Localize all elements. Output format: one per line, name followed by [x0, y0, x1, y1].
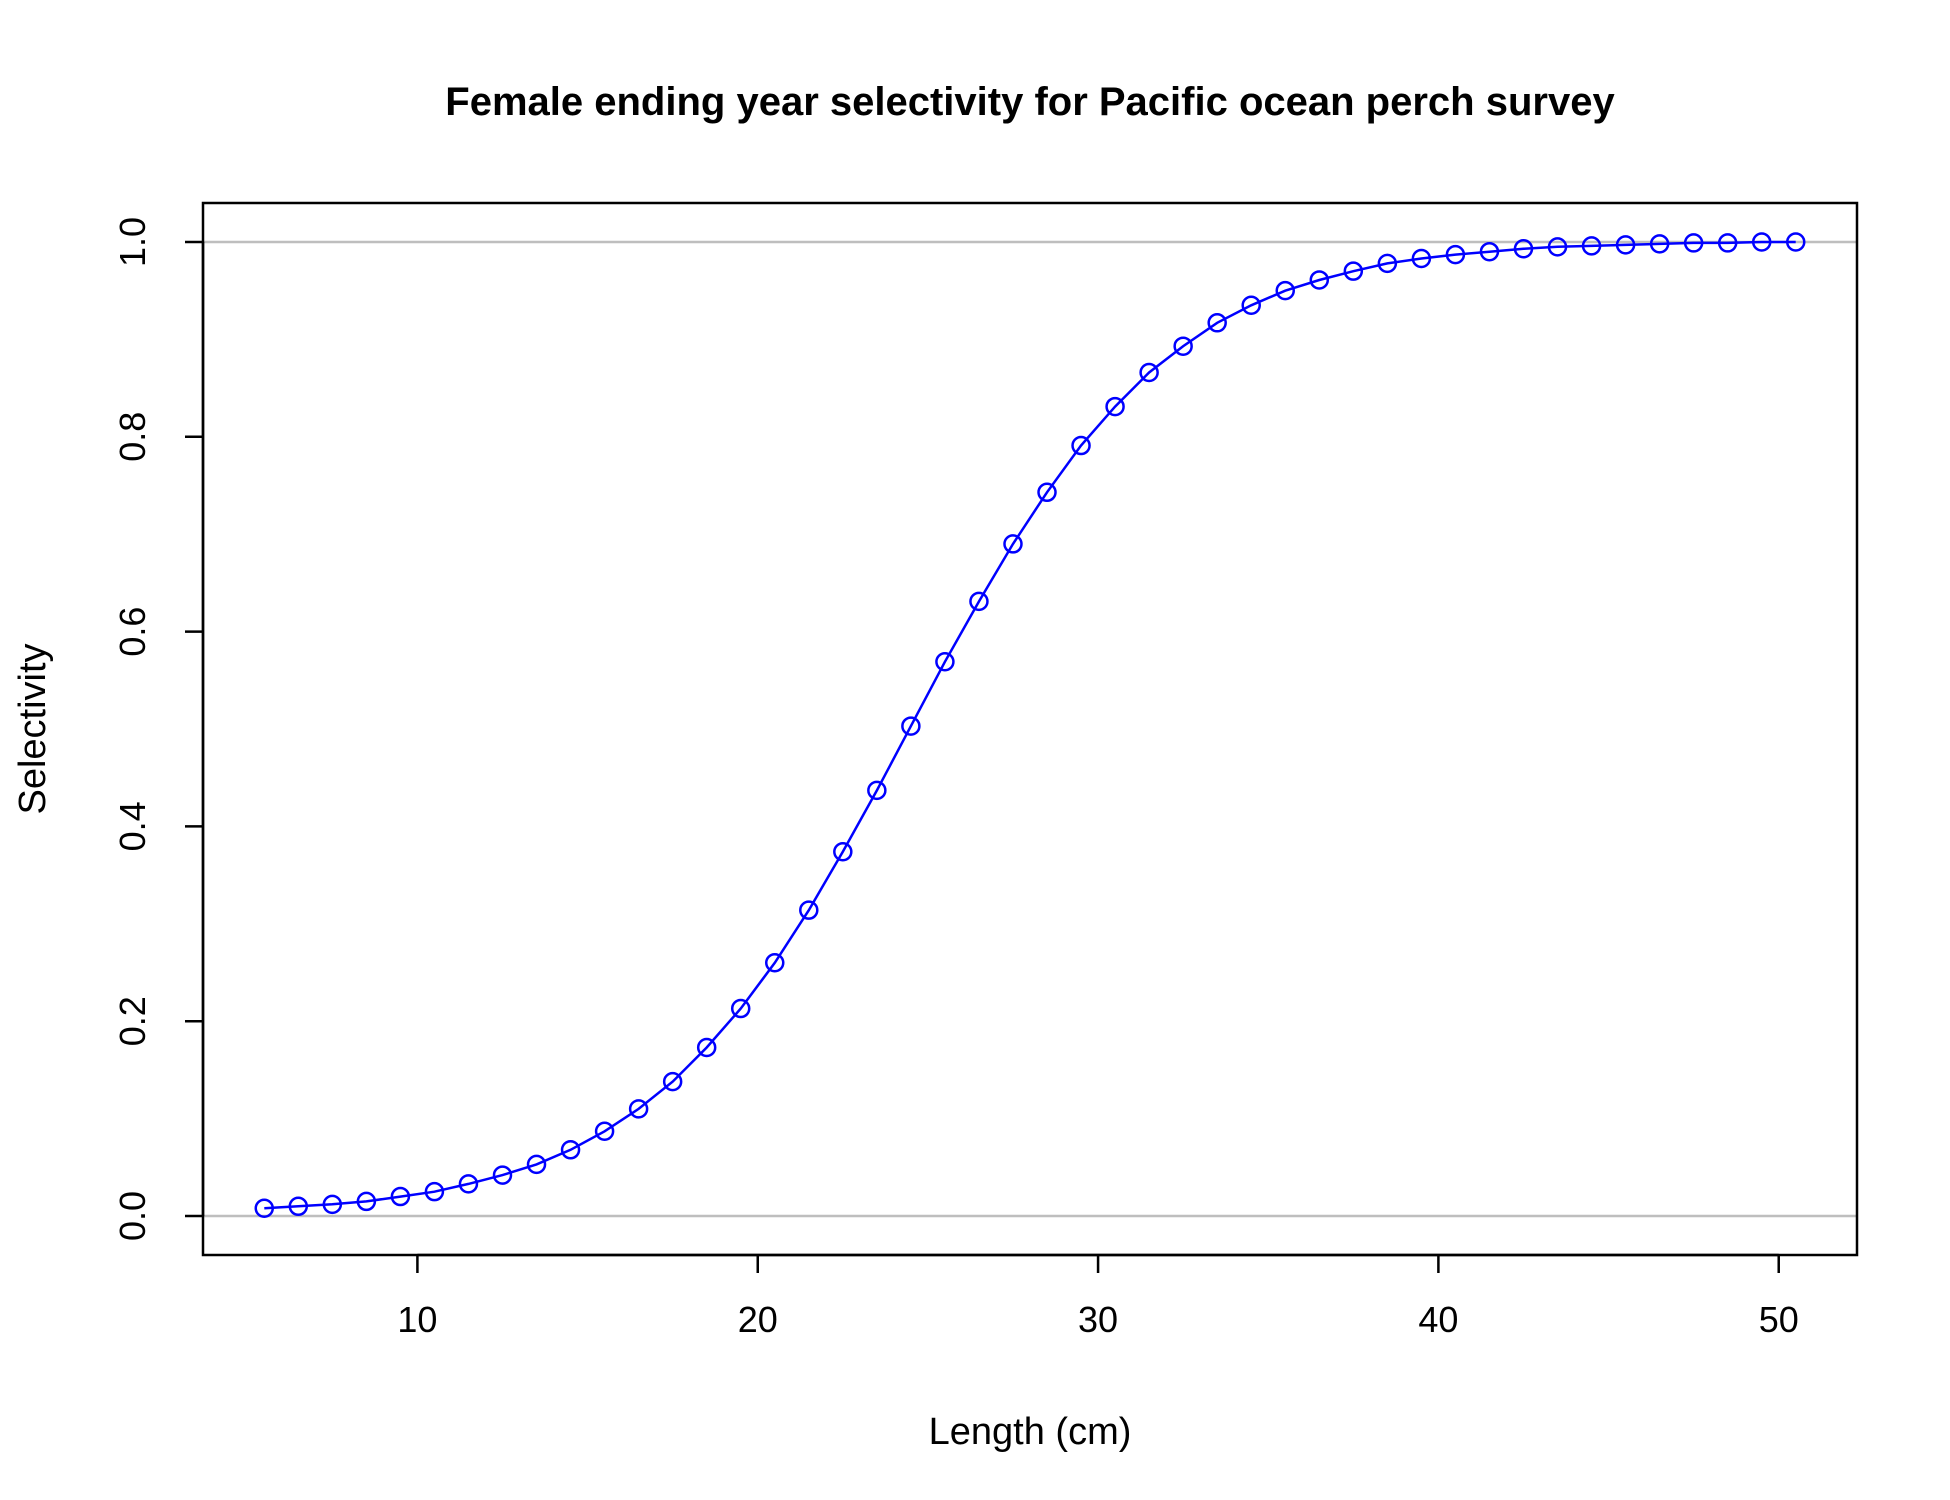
data-point — [1649, 234, 1670, 254]
data-point — [662, 1071, 683, 1092]
data-point — [288, 1196, 309, 1217]
reference-lines — [203, 240, 1857, 1218]
data-point — [1683, 233, 1704, 253]
data-point — [1037, 482, 1057, 503]
data-point — [935, 652, 955, 672]
x-tick-label: 30 — [1078, 1299, 1118, 1340]
y-tick-label: 0.0 — [112, 1191, 153, 1241]
y-axis: 0.0 0.2 0.4 0.6 0.8 1.0 — [112, 217, 205, 1241]
y-tick-label: 0.4 — [112, 801, 153, 851]
data-point — [526, 1154, 547, 1175]
data-point — [730, 998, 751, 1019]
data-point — [867, 780, 887, 801]
data-point — [390, 1186, 411, 1207]
data-point — [1785, 232, 1806, 252]
data-point — [492, 1165, 513, 1185]
data-point — [765, 953, 785, 973]
data-point — [1615, 235, 1636, 255]
data-point — [969, 591, 989, 612]
data-point — [1377, 253, 1398, 274]
data-point — [1343, 261, 1364, 281]
data-point — [1173, 336, 1193, 356]
x-tick-label: 10 — [397, 1299, 437, 1340]
selectivity-series — [254, 232, 1806, 1218]
y-tick-label: 1.0 — [112, 217, 153, 267]
data-point — [1309, 270, 1330, 290]
data-point — [1411, 248, 1432, 269]
data-point — [1717, 233, 1738, 253]
data-point — [1105, 396, 1125, 417]
x-tick-label: 20 — [738, 1299, 778, 1340]
data-point — [1139, 362, 1159, 383]
data-point — [1581, 236, 1602, 256]
data-point — [901, 716, 921, 736]
chart-title: Female ending year selectivity for Pacif… — [445, 80, 1615, 124]
data-point — [1479, 241, 1500, 262]
x-tick-label: 40 — [1418, 1299, 1458, 1340]
data-point — [1751, 232, 1772, 252]
x-axis: 10 20 30 40 50 — [397, 1253, 1799, 1340]
data-point — [322, 1194, 343, 1215]
x-tick-label: 50 — [1759, 1299, 1799, 1340]
data-point — [799, 900, 819, 920]
y-tick-label: 0.6 — [112, 607, 153, 657]
series-line — [264, 240, 1796, 1210]
data-point — [356, 1191, 377, 1212]
data-point — [696, 1037, 717, 1058]
data-point — [1071, 435, 1091, 456]
data-point — [560, 1140, 581, 1160]
data-point — [594, 1121, 615, 1142]
data-point — [1445, 244, 1466, 265]
x-axis-label: Length (cm) — [929, 1411, 1132, 1453]
data-point — [833, 841, 853, 862]
data-point — [628, 1099, 649, 1119]
data-point — [254, 1198, 275, 1218]
plot-box — [201, 201, 1859, 1257]
data-point — [1275, 280, 1295, 301]
data-point — [1003, 534, 1023, 554]
data-point — [1513, 239, 1534, 259]
y-tick-label: 0.8 — [112, 412, 153, 462]
data-point — [1207, 313, 1227, 333]
y-tick-label: 0.2 — [112, 996, 153, 1046]
y-axis-label: Selectivity — [12, 643, 54, 814]
data-point — [424, 1181, 445, 1202]
data-point — [1241, 295, 1261, 316]
data-point — [458, 1174, 479, 1194]
data-point — [1547, 237, 1568, 257]
